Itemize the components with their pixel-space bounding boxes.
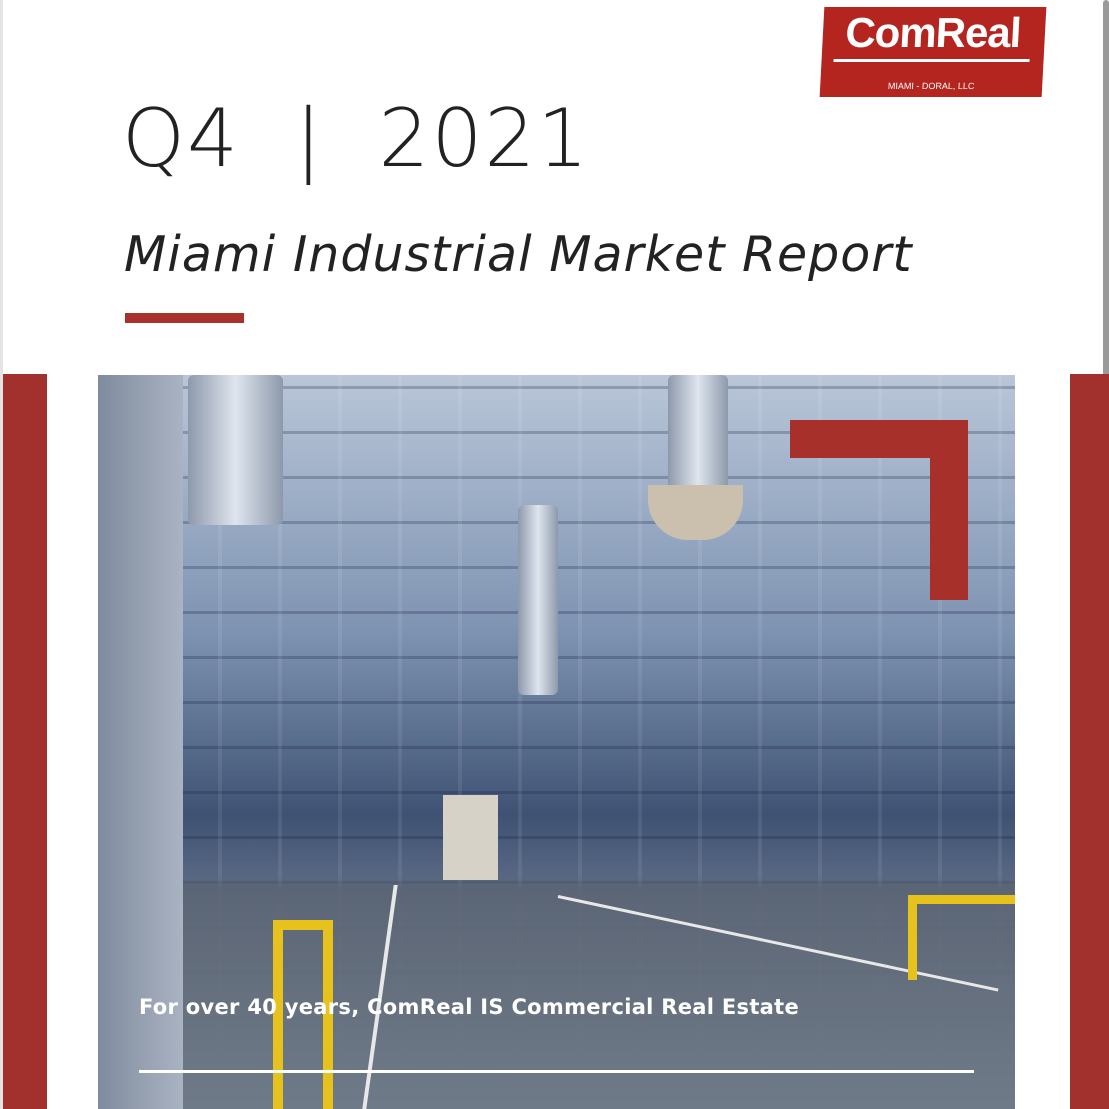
- photo-rail: [908, 895, 917, 980]
- report-period: Q4 | 2021: [122, 92, 591, 185]
- logo-rule: [833, 59, 1030, 62]
- photo-duct: [518, 505, 558, 695]
- photo-door: [443, 795, 498, 880]
- photo-wall: [98, 375, 183, 1109]
- tagline: For over 40 years, ComReal IS Commercial…: [139, 995, 800, 1019]
- photo-duct: [188, 375, 283, 525]
- corner-bracket-vertical: [930, 420, 968, 600]
- photo-duct: [668, 375, 728, 495]
- page-edge: [0, 0, 3, 1109]
- warehouse-photo: [98, 375, 1015, 1109]
- logo-name: ComReal: [844, 9, 1022, 56]
- tagline-underline: [139, 1070, 974, 1073]
- photo-rail: [908, 895, 1015, 904]
- logo-subtitle: MIAMI - DORAL, LLC: [887, 81, 975, 91]
- photo-rail: [273, 920, 283, 1109]
- right-red-bar: [1070, 374, 1109, 1109]
- comreal-logo: ComReal MIAMI - DORAL, LLC: [819, 7, 1047, 97]
- accent-divider: [125, 313, 244, 323]
- photo-floor-line: [557, 895, 999, 992]
- left-red-bar: [3, 374, 47, 1109]
- photo-rail: [273, 920, 333, 930]
- photo-diffuser: [648, 485, 743, 540]
- scrollbar[interactable]: [1103, 0, 1109, 640]
- photo-rail: [323, 920, 333, 1109]
- report-title: Miami Industrial Market Report: [124, 226, 913, 283]
